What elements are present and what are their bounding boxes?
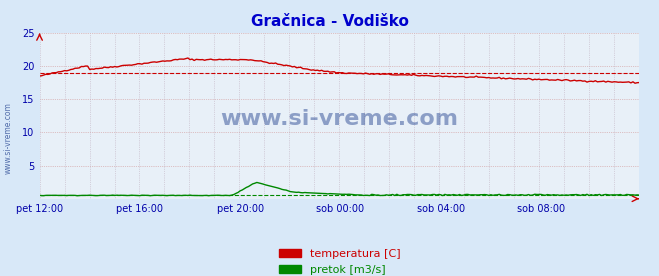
Legend: temperatura [C], pretok [m3/s]: temperatura [C], pretok [m3/s] [274, 245, 405, 276]
Text: www.si-vreme.com: www.si-vreme.com [220, 109, 459, 129]
Text: www.si-vreme.com: www.si-vreme.com [3, 102, 13, 174]
Text: Gračnica - Vodiško: Gračnica - Vodiško [250, 14, 409, 29]
